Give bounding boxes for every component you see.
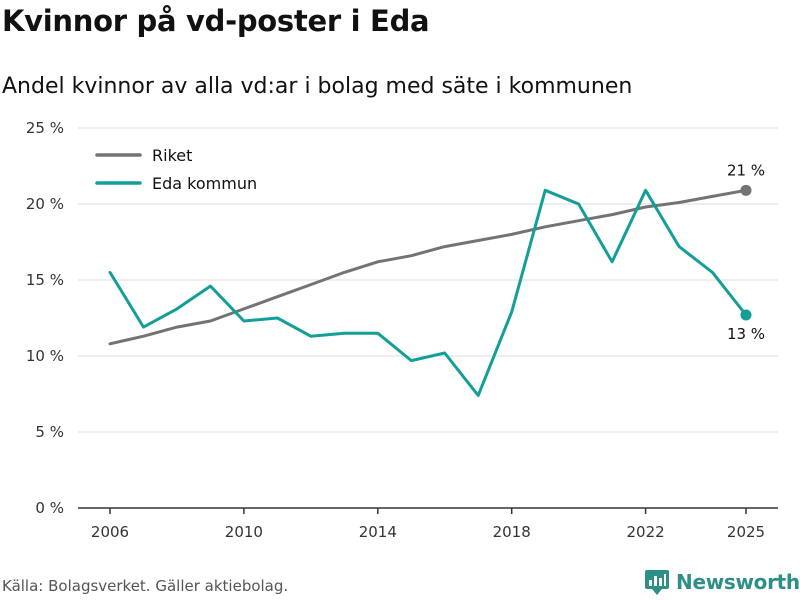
- axis-layer: 0 % 5 % 10 % 15 % 20 % 25 % 2006 2010 2014 2018 20…: [26, 119, 778, 541]
- y-tick-label: 0 %: [35, 499, 64, 517]
- chart-title: Kvinnor på vd-poster i Eda: [2, 4, 430, 38]
- end-label-eda-kommun: 13 %: [727, 325, 765, 343]
- legend-label-riket: Riket: [152, 146, 192, 165]
- brand-name: Newsworthy: [676, 570, 800, 594]
- end-point-riket: [740, 184, 752, 196]
- brand-logo[interactable]: Newsworthy: [644, 569, 800, 595]
- y-tick-label: 15 %: [26, 271, 64, 289]
- legend: Riket Eda kommun: [95, 146, 257, 193]
- x-tick-label: 2006: [91, 523, 129, 541]
- end-point-eda-kommun: [740, 309, 752, 321]
- y-tick-label: 5 %: [35, 423, 64, 441]
- y-tick-label: 20 %: [26, 195, 64, 213]
- x-tick-label: 2018: [493, 523, 531, 541]
- series-layer: 21 % 13 %: [108, 161, 765, 397]
- legend-label-eda-kommun: Eda kommun: [152, 174, 257, 193]
- x-tick-label: 2025: [727, 523, 765, 541]
- series-line-eda-kommun: [108, 188, 748, 397]
- series-line-riket: [108, 188, 748, 346]
- y-tick-label: 25 %: [26, 119, 64, 137]
- y-tick-label: 10 %: [26, 347, 64, 365]
- chart-subtitle: Andel kvinnor av alla vd:ar i bolag med …: [2, 74, 633, 99]
- x-tick-label: 2010: [225, 523, 263, 541]
- source-note: Källa: Bolagsverket. Gäller aktiebolag.: [2, 577, 289, 595]
- x-tick-label: 2014: [359, 523, 397, 541]
- end-label-riket: 21 %: [727, 161, 765, 179]
- newsworthy-logo-icon: [645, 570, 669, 595]
- x-tick-label: 2022: [626, 523, 664, 541]
